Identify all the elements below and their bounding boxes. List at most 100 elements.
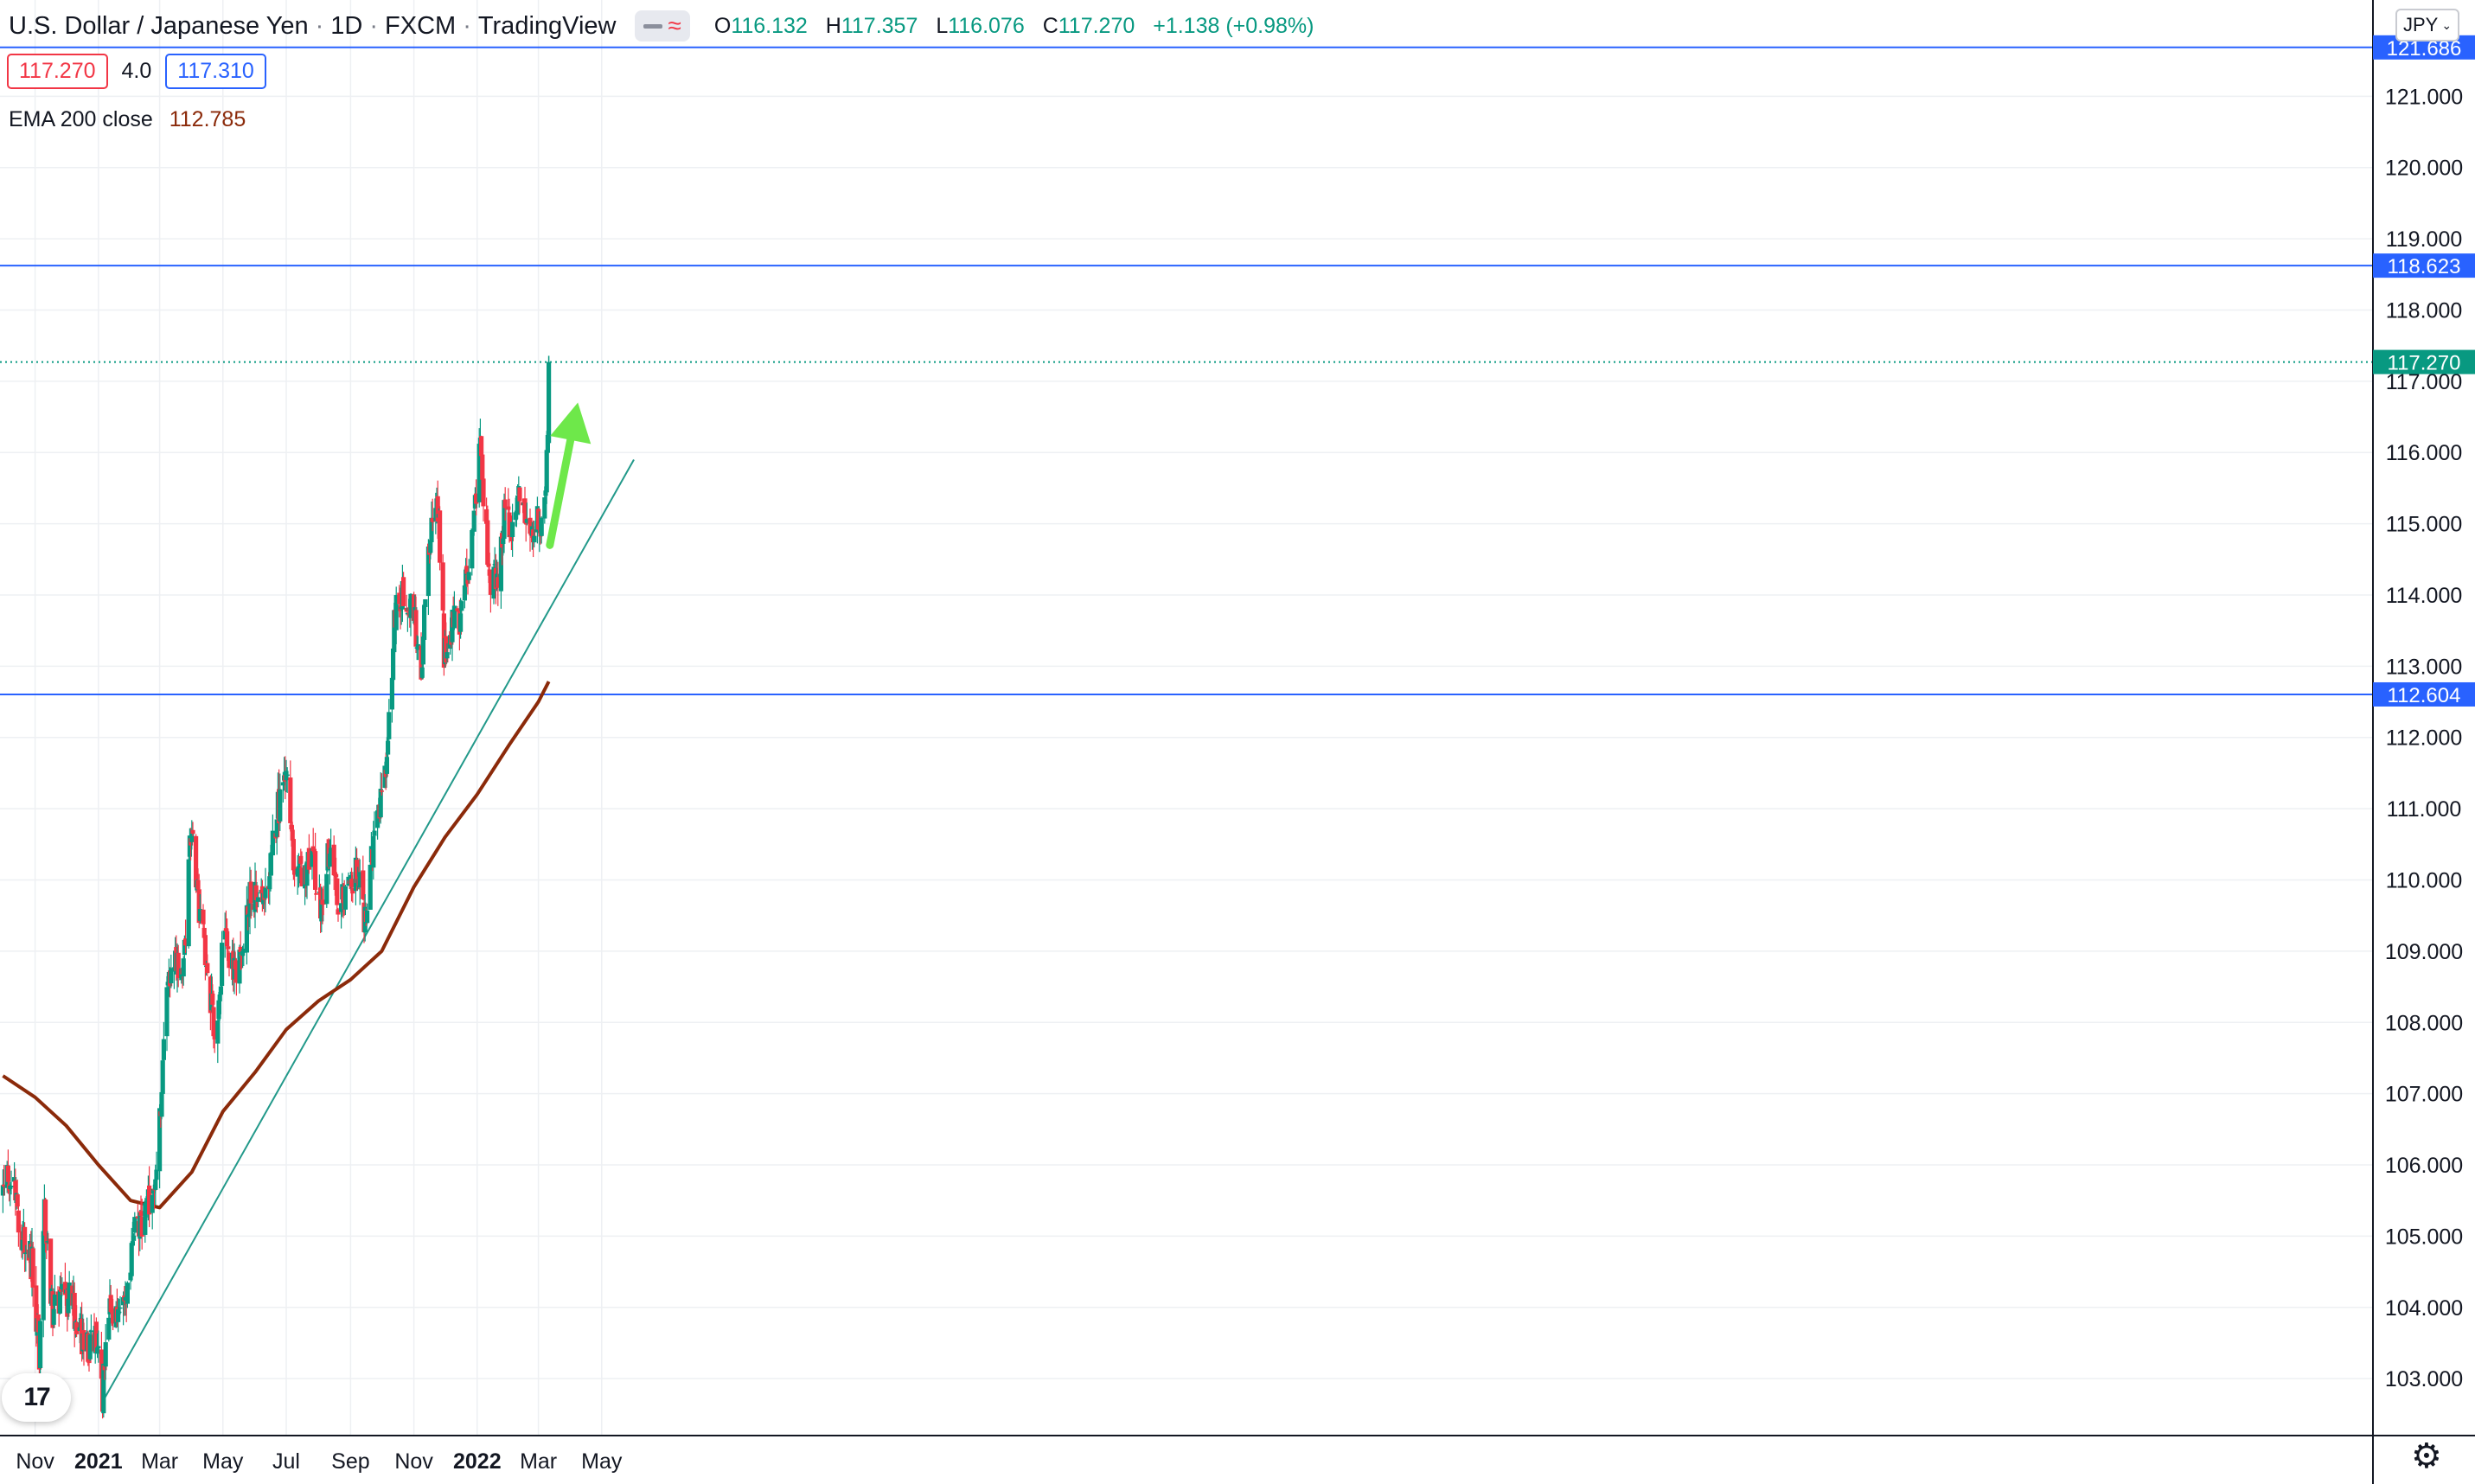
buy-price-button[interactable]: 117.310 bbox=[165, 54, 266, 89]
x-tick-label: Nov bbox=[16, 1449, 54, 1474]
gear-icon[interactable]: ⚙ bbox=[2411, 1439, 2442, 1474]
candle-body bbox=[16, 1211, 21, 1232]
tradingview-logo[interactable]: 17 bbox=[2, 1373, 71, 1422]
candle-body bbox=[298, 856, 303, 864]
high-value: 117.357 bbox=[841, 14, 918, 38]
sell-price-button[interactable]: 117.270 bbox=[7, 54, 108, 89]
candle-body bbox=[161, 1060, 165, 1094]
candle-body bbox=[288, 777, 292, 823]
interval-label[interactable]: 1D bbox=[330, 12, 362, 41]
low-value: 116.076 bbox=[948, 14, 1025, 38]
candle-body bbox=[153, 1180, 157, 1190]
candle-body bbox=[16, 1194, 20, 1206]
candle-body bbox=[104, 1342, 108, 1366]
candle-body bbox=[444, 652, 449, 658]
y-tick-label: 110.000 bbox=[2386, 868, 2463, 892]
quote-row: 117.270 4.0 117.310 bbox=[7, 54, 266, 89]
level-price-label: 118.623 bbox=[2388, 255, 2461, 278]
trend-line-layer[interactable] bbox=[104, 459, 634, 1399]
candle-body bbox=[52, 1309, 56, 1325]
candle-body bbox=[9, 1186, 13, 1187]
candle-body bbox=[201, 910, 205, 924]
open-value: 116.132 bbox=[731, 14, 808, 38]
ema-200-line bbox=[3, 681, 548, 1207]
candle-body bbox=[190, 830, 195, 834]
y-tick-label: 109.000 bbox=[2385, 940, 2463, 964]
candle-body bbox=[368, 865, 373, 910]
separator-dot: · bbox=[463, 12, 471, 41]
y-tick-label: 118.000 bbox=[2386, 298, 2463, 323]
candle-body bbox=[545, 450, 549, 492]
candle-body bbox=[132, 1217, 137, 1232]
candle-body bbox=[463, 585, 467, 601]
candle-body bbox=[187, 860, 191, 947]
platform-label: TradingView bbox=[478, 12, 617, 41]
x-tick-label: 2022 bbox=[453, 1449, 502, 1474]
candle-body bbox=[459, 601, 464, 611]
y-tick-label: 112.000 bbox=[2386, 726, 2463, 751]
candle-body bbox=[225, 931, 229, 946]
candle-body bbox=[480, 455, 484, 480]
candle-body bbox=[385, 757, 389, 774]
candle-body bbox=[89, 1330, 93, 1332]
candle-body bbox=[118, 1308, 122, 1309]
candle-body bbox=[391, 649, 395, 680]
candle-body bbox=[540, 518, 544, 536]
candle-body bbox=[205, 963, 209, 974]
candle-body bbox=[532, 536, 536, 542]
y-tick-label: 113.000 bbox=[2386, 655, 2463, 679]
x-tick-label: May bbox=[581, 1449, 623, 1474]
y-tick-label: 106.000 bbox=[2385, 1154, 2463, 1178]
candle-body bbox=[215, 1020, 220, 1044]
y-tick-label: 121.000 bbox=[2385, 85, 2463, 109]
candle-body bbox=[117, 1312, 121, 1314]
candle-body bbox=[226, 946, 230, 949]
currency-label: JPY bbox=[2403, 14, 2438, 36]
candle-body bbox=[53, 1295, 57, 1306]
candle-body bbox=[6, 1166, 10, 1182]
candle-body bbox=[314, 893, 318, 895]
wave-icon: ≈ bbox=[668, 14, 681, 38]
indicator-legend[interactable]: EMA 200 close 112.785 bbox=[9, 107, 246, 132]
candle-body bbox=[88, 1334, 93, 1359]
candle-body bbox=[501, 539, 505, 544]
candle-body bbox=[38, 1321, 42, 1368]
horizontal-lines[interactable] bbox=[0, 48, 2373, 694]
candle-body bbox=[96, 1346, 100, 1348]
x-tick-label: Mar bbox=[141, 1449, 178, 1474]
currency-dropdown[interactable]: JPY ⌄ bbox=[2395, 9, 2459, 42]
candle-body bbox=[371, 836, 375, 867]
series-status-pill[interactable]: ≈ bbox=[635, 10, 689, 42]
y-tick-label: 116.000 bbox=[2386, 441, 2463, 465]
candle-body bbox=[256, 897, 260, 901]
x-tick-label: Jul bbox=[272, 1449, 300, 1474]
candle-body bbox=[182, 958, 186, 976]
candle-body bbox=[291, 839, 296, 870]
candle-body bbox=[372, 831, 376, 836]
candle-body bbox=[106, 1318, 111, 1340]
candle-body bbox=[278, 790, 282, 822]
spread-value: 4.0 bbox=[122, 59, 152, 84]
candle-body bbox=[349, 879, 354, 887]
candle-body bbox=[458, 613, 463, 631]
candle-body bbox=[423, 599, 427, 607]
candle-body bbox=[420, 668, 425, 678]
ohlc-values: O116.132 H117.357 L116.076 C117.270 +1.1… bbox=[714, 14, 1314, 39]
candle-body bbox=[220, 943, 224, 986]
candle-body bbox=[335, 879, 339, 905]
x-tick-label: Mar bbox=[520, 1449, 557, 1474]
candle-body bbox=[131, 1236, 136, 1241]
separator-dot: · bbox=[316, 12, 324, 41]
candle-body bbox=[444, 636, 448, 662]
symbol-name[interactable]: U.S. Dollar / Japanese Yen bbox=[9, 12, 309, 41]
candle-body bbox=[387, 712, 391, 739]
change-value: +1.138 (+0.98%) bbox=[1153, 14, 1314, 38]
indicator-label: EMA 200 close bbox=[9, 107, 153, 131]
candle-body bbox=[195, 880, 200, 890]
x-tick-label: May bbox=[202, 1449, 244, 1474]
arrow-head bbox=[550, 403, 591, 445]
chevron-down-icon: ⌄ bbox=[2441, 18, 2452, 33]
candle-body bbox=[343, 886, 348, 910]
